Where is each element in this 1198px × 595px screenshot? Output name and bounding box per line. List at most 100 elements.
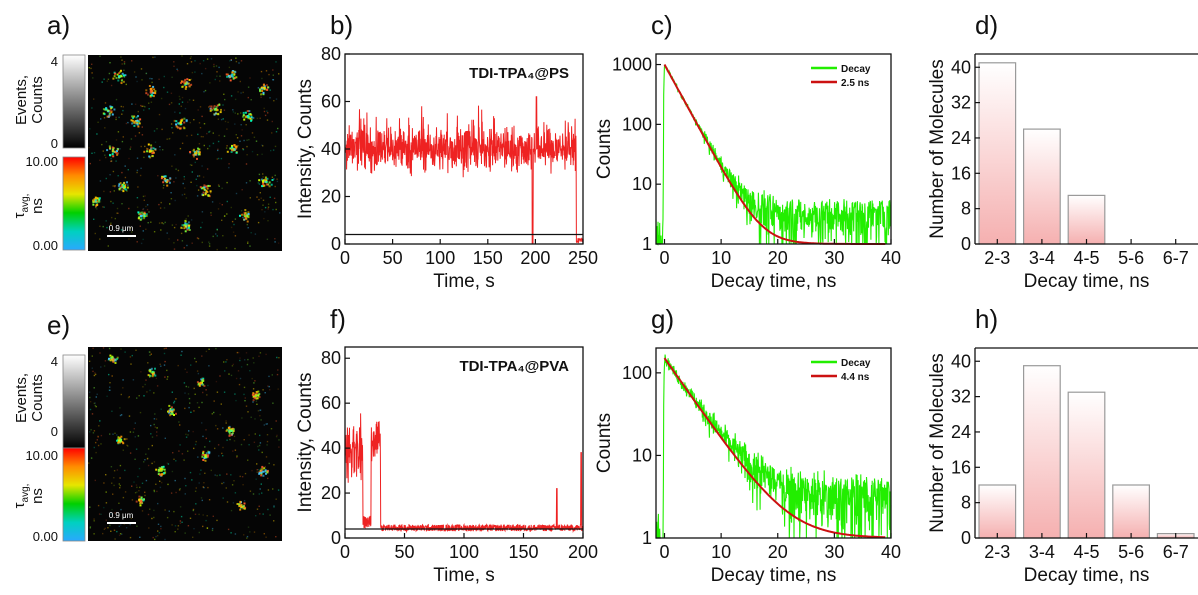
spot-pixel [201, 381, 203, 384]
spot-pixel [231, 432, 234, 435]
noise-pixel [117, 212, 119, 214]
noise-pixel [260, 419, 262, 421]
spot-pixel [189, 151, 192, 153]
spot-pixel [210, 105, 213, 108]
spot-pixel [211, 108, 214, 111]
noise-pixel [275, 131, 278, 133]
noise-pixel [110, 160, 112, 163]
noise-pixel [216, 228, 218, 231]
noise-pixel [270, 149, 272, 152]
tau-label-symbol: τ [11, 212, 28, 218]
noise-pixel [101, 81, 103, 83]
spot-pixel [183, 227, 186, 230]
spot-pixel [203, 188, 206, 191]
noise-pixel [247, 242, 249, 244]
spot-pixel [94, 200, 97, 203]
noise-pixel [128, 415, 131, 417]
noise-pixel [212, 235, 214, 238]
spot-pixel [153, 95, 155, 98]
spot-pixel [175, 123, 178, 126]
spot-pixel [116, 439, 119, 442]
noise-pixel [114, 432, 116, 434]
noise-pixel [278, 446, 280, 448]
noise-pixel [266, 423, 268, 425]
spot-pixel [233, 428, 235, 431]
noise-pixel [191, 479, 193, 481]
spot-pixel [192, 155, 195, 158]
spot-pixel [126, 181, 128, 184]
noise-pixel [254, 418, 256, 420]
noise-pixel [246, 145, 248, 148]
noise-pixel [153, 516, 155, 519]
spot-pixel [232, 77, 235, 80]
spot-pixel [255, 392, 258, 395]
noise-pixel [89, 128, 91, 130]
spot-pixel [206, 455, 209, 458]
noise-pixel [134, 422, 136, 424]
noise-pixel [163, 207, 166, 209]
spot-pixel [141, 211, 144, 214]
noise-pixel [267, 489, 270, 491]
spot-pixel [243, 211, 246, 214]
x-tick-label: 6-7 [1163, 542, 1189, 562]
noise-pixel [225, 147, 228, 149]
noise-pixel [144, 383, 146, 386]
spot-pixel [264, 178, 267, 181]
noise-pixel [276, 434, 278, 437]
noise-pixel [102, 206, 104, 208]
events-label-line1: Events, [13, 75, 30, 125]
noise-pixel [184, 493, 186, 495]
noise-pixel [158, 532, 161, 534]
noise-pixel [256, 469, 258, 471]
noise-pixel [244, 400, 246, 402]
noise-pixel [137, 435, 140, 437]
noise-pixel [209, 82, 211, 84]
spot-pixel [208, 185, 211, 187]
spot-pixel [170, 406, 173, 409]
noise-pixel [148, 102, 150, 104]
spot-pixel [187, 82, 190, 85]
spot-pixel [184, 84, 187, 86]
spot-pixel [115, 76, 118, 79]
noise-pixel [156, 535, 159, 537]
noise-pixel [182, 182, 184, 185]
noise-pixel [139, 486, 141, 489]
noise-pixel [223, 109, 226, 111]
noise-pixel [93, 518, 95, 520]
x-tick-label: 150 [473, 248, 503, 268]
noise-pixel [211, 527, 214, 530]
noise-pixel [259, 434, 261, 437]
spot-pixel [121, 185, 124, 187]
noise-pixel [168, 510, 170, 512]
x-tick-label: 20 [768, 542, 788, 562]
noise-pixel [140, 371, 142, 373]
noise-pixel [252, 401, 254, 403]
noise-pixel [232, 109, 234, 111]
noise-pixel [277, 388, 279, 390]
noise-pixel [129, 536, 132, 539]
noise-pixel [264, 465, 266, 468]
x-tick-label: 200 [568, 542, 598, 562]
spot-pixel [230, 428, 233, 431]
spot-pixel [169, 409, 172, 412]
bar-5-6 [1112, 484, 1151, 539]
noise-pixel [216, 235, 218, 237]
noise-pixel [118, 534, 121, 537]
noise-pixel [136, 80, 138, 83]
spot-pixel [109, 354, 112, 357]
spot-pixel [97, 200, 100, 203]
sample-title: TDI-TPA₄@PVA [459, 358, 569, 375]
noise-pixel [224, 215, 226, 217]
noise-pixel [191, 164, 193, 166]
spot-pixel [139, 118, 142, 121]
noise-pixel [219, 375, 221, 377]
noise-pixel [138, 132, 141, 134]
noise-pixel [187, 434, 189, 436]
noise-pixel [112, 202, 114, 204]
noise-pixel [122, 516, 124, 519]
noise-pixel [273, 197, 276, 199]
noise-pixel [174, 525, 177, 527]
spot-pixel [173, 414, 175, 416]
noise-pixel [150, 424, 152, 427]
noise-pixel [153, 490, 156, 493]
